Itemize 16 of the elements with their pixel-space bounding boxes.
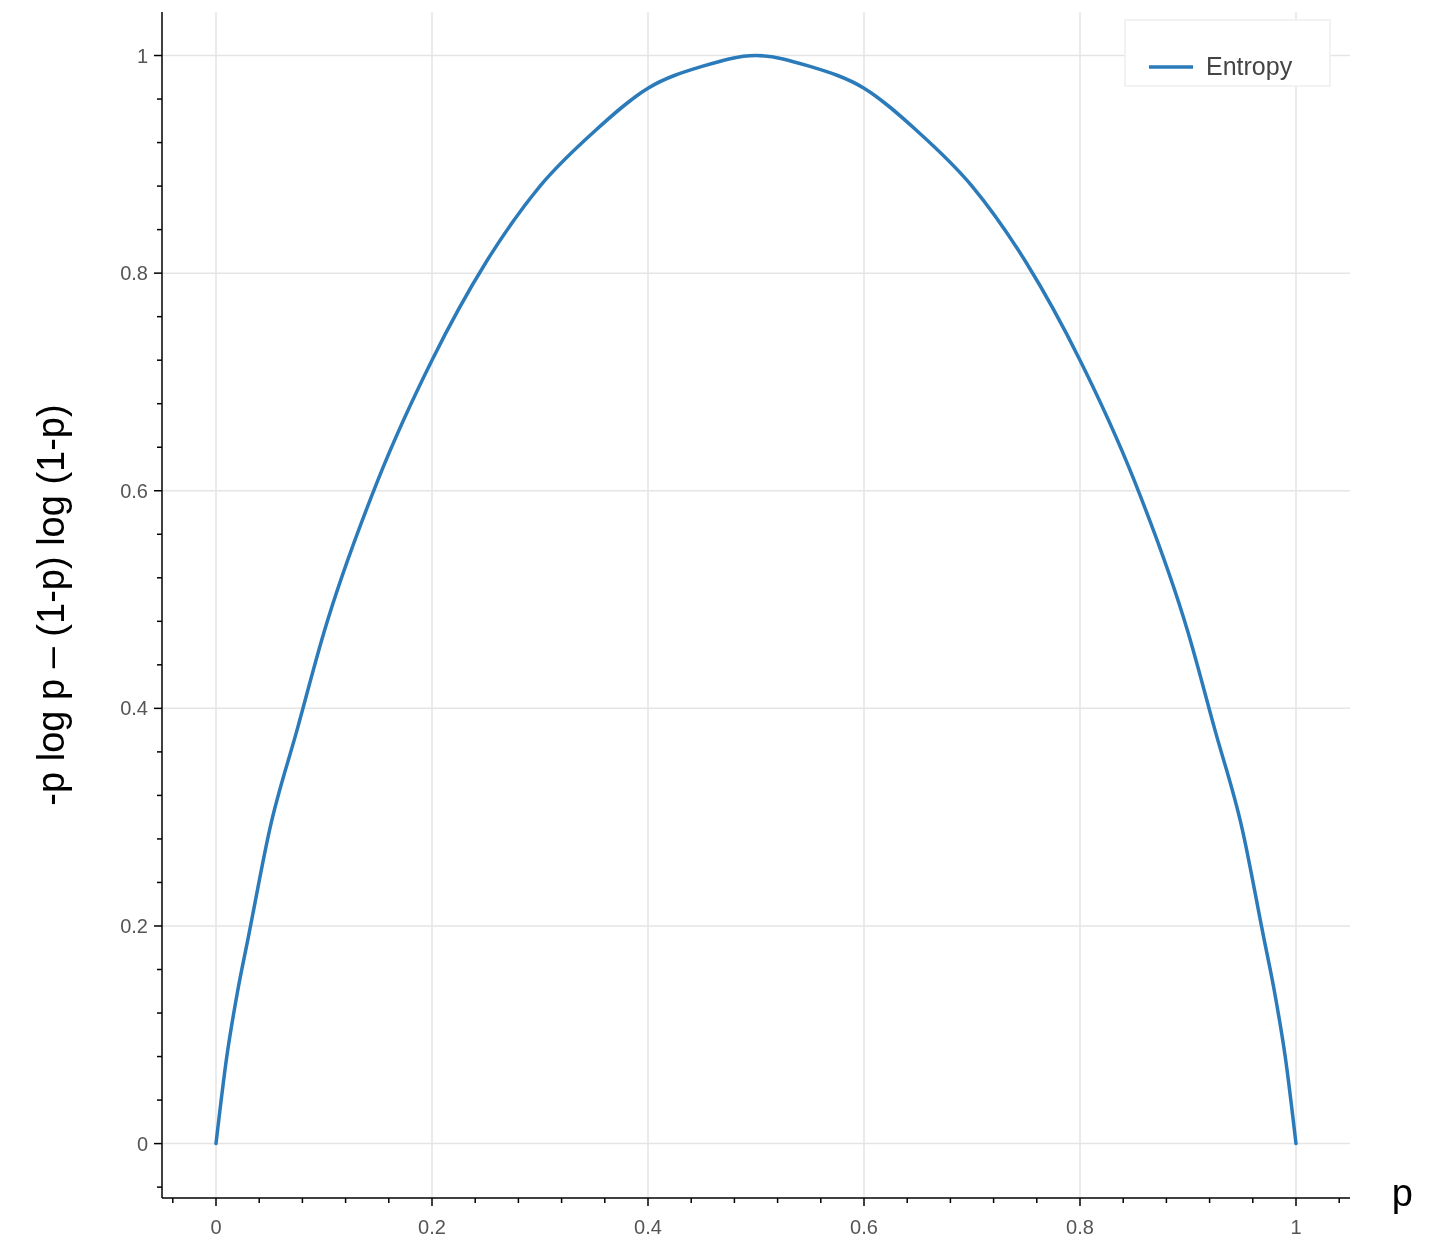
- y-axis-title: -p log p – (1-p) log (1-p): [30, 404, 72, 806]
- x-tick-label: 0.8: [1066, 1216, 1094, 1238]
- line-series: [214, 53, 1298, 1146]
- y-tick-label: 0.8: [120, 262, 148, 285]
- y-tick-label: 1: [136, 44, 148, 67]
- x-axis-title: p: [1391, 1172, 1413, 1214]
- y-tick-label: 0.2: [120, 914, 148, 937]
- x-tick-label: 0: [210, 1216, 222, 1238]
- y-tick-label: 0.4: [120, 697, 148, 720]
- y-tick-label: 0: [136, 1132, 148, 1155]
- x-tick-label: 1: [1290, 1216, 1302, 1238]
- x-tick-label: 0.2: [418, 1216, 446, 1238]
- x-tick-label: 0.6: [850, 1216, 878, 1238]
- y-tick-label: 0.6: [120, 479, 148, 502]
- legend-label: Entropy: [1206, 52, 1293, 80]
- x-tick-label: 0.4: [634, 1216, 662, 1238]
